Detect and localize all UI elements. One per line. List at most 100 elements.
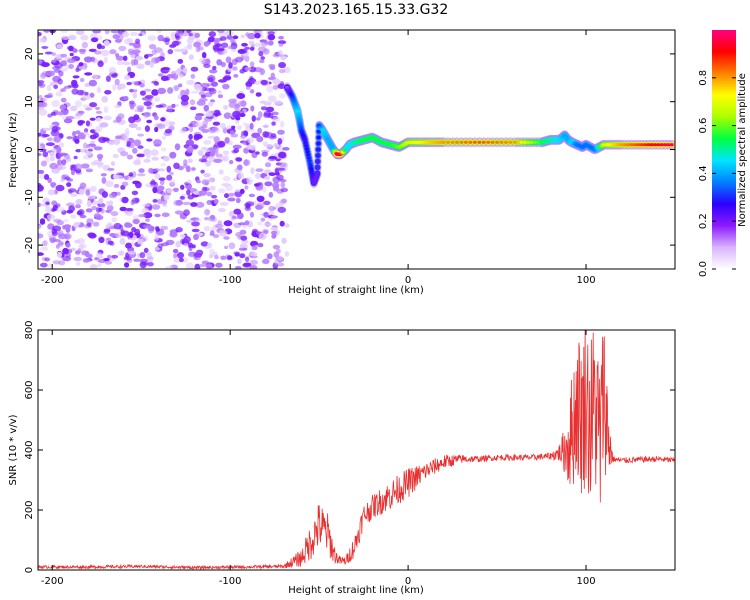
noise-blob bbox=[138, 33, 143, 37]
noise-blob bbox=[135, 56, 143, 61]
noise-blob bbox=[240, 34, 245, 39]
noise-blob bbox=[246, 181, 252, 185]
noise-blob bbox=[149, 61, 154, 68]
noise-blob bbox=[97, 60, 104, 67]
noise-blob bbox=[157, 87, 167, 95]
noise-blob bbox=[59, 104, 67, 110]
noise-blob bbox=[193, 135, 200, 141]
colorbar-tick-label: 0.6 bbox=[698, 118, 709, 134]
noise-blob bbox=[82, 258, 90, 263]
noise-blob bbox=[88, 48, 97, 53]
noise-blob bbox=[178, 257, 184, 263]
noise-blob bbox=[154, 234, 160, 241]
noise-blob bbox=[139, 90, 146, 96]
noise-blob bbox=[45, 142, 55, 147]
ridge-core bbox=[663, 143, 667, 147]
noise-blob bbox=[260, 217, 266, 222]
noise-blob bbox=[238, 222, 247, 226]
noise-blob bbox=[185, 88, 190, 96]
noise-blob bbox=[104, 90, 112, 95]
noise-blob bbox=[228, 98, 237, 104]
noise-blob bbox=[207, 101, 214, 107]
noise-blob bbox=[136, 153, 145, 158]
noise-blob bbox=[38, 184, 44, 192]
ridge-core bbox=[477, 140, 482, 144]
ridge-core bbox=[307, 159, 312, 163]
noise-blob bbox=[84, 56, 93, 63]
noise-blob bbox=[123, 95, 129, 101]
noise-blob bbox=[186, 146, 194, 154]
noise-blob bbox=[94, 129, 101, 133]
noise-blob bbox=[205, 263, 213, 269]
noise-blob bbox=[72, 83, 79, 89]
noise-blob bbox=[215, 43, 223, 47]
noise-blob bbox=[157, 243, 164, 249]
noise-blob bbox=[45, 206, 52, 214]
noise-blob bbox=[132, 92, 138, 99]
noise-blob bbox=[92, 221, 100, 227]
noise-blob bbox=[256, 117, 261, 121]
noise-blob bbox=[191, 167, 196, 171]
noise-blob bbox=[85, 168, 93, 173]
noise-blob bbox=[268, 205, 276, 212]
noise-blob bbox=[249, 259, 258, 265]
noise-blob bbox=[224, 30, 234, 36]
noise-blob bbox=[273, 142, 280, 148]
noise-blob bbox=[280, 121, 285, 128]
noise-blob bbox=[157, 73, 164, 77]
noise-blob bbox=[78, 243, 87, 249]
noise-blob bbox=[207, 126, 217, 134]
noise-blob bbox=[153, 115, 159, 121]
ridge-core bbox=[468, 140, 473, 144]
snr-x-label: Height of straight line (km) bbox=[288, 585, 424, 596]
noise-blob bbox=[47, 177, 52, 184]
noise-blob bbox=[167, 87, 174, 94]
noise-blob bbox=[263, 229, 269, 235]
noise-blob bbox=[281, 198, 288, 204]
noise-blob bbox=[180, 94, 190, 102]
x-tick-label: 0 bbox=[405, 576, 411, 587]
noise-blob bbox=[280, 181, 286, 188]
noise-blob bbox=[53, 69, 62, 73]
noise-blob bbox=[51, 148, 57, 152]
noise-blob bbox=[222, 176, 231, 182]
noise-blob bbox=[191, 228, 200, 233]
ridge-core bbox=[304, 147, 309, 151]
noise-blob bbox=[86, 222, 92, 227]
noise-blob bbox=[90, 37, 99, 43]
noise-blob bbox=[96, 153, 104, 159]
noise-blob bbox=[81, 136, 86, 140]
noise-blob bbox=[187, 242, 193, 248]
noise-blob bbox=[123, 131, 130, 138]
noise-blob bbox=[259, 100, 267, 104]
colorbar-ticks: 0.0 0.2 0.4 0.6 0.8 bbox=[698, 70, 736, 277]
noise-blob bbox=[221, 42, 229, 48]
noise-blob bbox=[61, 87, 67, 92]
noise-blob bbox=[133, 41, 141, 49]
noise-blob bbox=[58, 233, 67, 240]
noise-blob bbox=[62, 247, 69, 255]
snr-x-ticks: -200 -100 0 100 bbox=[41, 330, 596, 587]
noise-blob bbox=[182, 67, 188, 74]
noise-blob bbox=[164, 120, 172, 127]
noise-blob bbox=[95, 117, 102, 122]
noise-blob bbox=[263, 48, 270, 55]
noise-blob bbox=[44, 174, 50, 180]
noise-blob bbox=[166, 174, 173, 181]
colorbar-tick-label: 0.0 bbox=[698, 261, 709, 277]
noise-blob bbox=[278, 62, 286, 69]
noise-blob bbox=[213, 158, 222, 163]
noise-blob bbox=[258, 232, 267, 240]
noise-blob bbox=[232, 66, 238, 71]
noise-blob bbox=[104, 260, 112, 265]
noise-blob bbox=[137, 173, 146, 177]
noise-blob bbox=[149, 180, 157, 186]
noise-blob bbox=[155, 104, 164, 108]
noise-blob bbox=[99, 122, 109, 128]
noise-blob bbox=[198, 263, 208, 267]
ridge-core bbox=[310, 171, 314, 175]
noise-blob bbox=[138, 214, 146, 218]
noise-blob bbox=[188, 133, 193, 140]
noise-blob bbox=[195, 122, 203, 128]
noise-blob bbox=[241, 42, 248, 47]
